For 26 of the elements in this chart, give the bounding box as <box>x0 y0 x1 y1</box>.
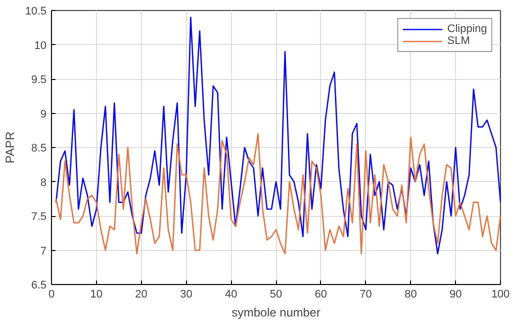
x-tick-label: 100 <box>491 288 510 300</box>
y-tick-label: 6.5 <box>31 280 47 292</box>
x-tick-label: 10 <box>90 288 103 300</box>
x-tick-label: 0 <box>48 288 55 300</box>
x-axis-title: symbole number <box>232 306 320 320</box>
y-axis-title: PAPR <box>3 131 18 164</box>
legend-label: SLM <box>447 35 470 47</box>
y-tick-label: 10 <box>34 40 47 52</box>
y-tick-label: 7.5 <box>31 211 47 223</box>
x-tick-label: 20 <box>135 288 148 300</box>
x-tick-label: 90 <box>449 288 462 300</box>
y-tick-label: 9 <box>40 108 47 120</box>
y-tick-label: 8 <box>40 176 47 189</box>
y-tick-label: 8.5 <box>31 142 47 154</box>
x-tick-label: 80 <box>404 288 417 300</box>
x-tick-label: 50 <box>270 288 282 300</box>
legend-label: Clipping <box>447 23 487 35</box>
x-tick-label: 40 <box>224 288 238 300</box>
line-series <box>55 16 500 254</box>
y-tick-label: 10.5 <box>25 6 47 18</box>
y-tick-label: 7 <box>40 245 47 258</box>
x-tick-label: 60 <box>314 288 328 300</box>
x-tick-label: 30 <box>180 288 192 300</box>
x-tick-label: 70 <box>360 288 372 300</box>
y-tick-label: 9.5 <box>31 74 47 86</box>
line-series <box>55 133 500 254</box>
